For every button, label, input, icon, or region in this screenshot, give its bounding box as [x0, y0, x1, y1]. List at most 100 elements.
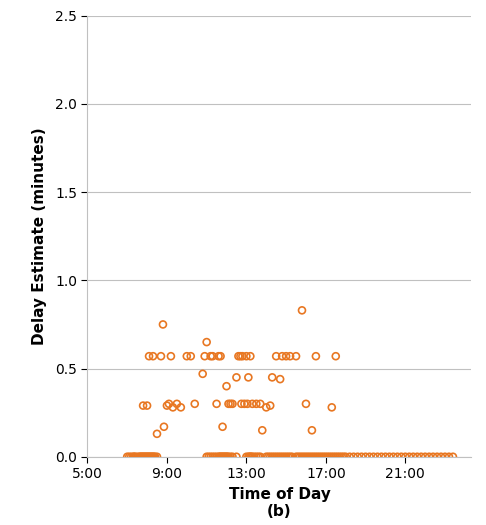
Point: [217, 453, 225, 461]
Point: [292, 453, 300, 461]
Point: [228, 453, 236, 461]
Point: [332, 453, 340, 461]
Point: [280, 453, 288, 461]
Point: [213, 400, 221, 408]
Point: [173, 400, 181, 408]
Point: [318, 453, 326, 461]
Point: [225, 400, 232, 408]
Point: [137, 453, 145, 461]
Point: [218, 453, 226, 461]
Point: [199, 370, 207, 378]
Point: [429, 453, 437, 461]
Point: [330, 453, 338, 461]
Point: [169, 403, 177, 412]
Point: [308, 453, 316, 461]
Point: [157, 352, 165, 360]
Point: [177, 403, 185, 412]
Point: [147, 453, 155, 461]
Point: [123, 453, 131, 461]
Point: [224, 453, 231, 461]
Point: [226, 400, 234, 408]
Point: [250, 453, 258, 461]
Point: [223, 382, 230, 391]
Point: [374, 453, 382, 461]
Point: [310, 453, 318, 461]
Point: [217, 352, 225, 360]
Point: [268, 373, 276, 382]
Point: [282, 352, 290, 360]
Point: [278, 453, 286, 461]
Point: [226, 453, 234, 461]
Point: [148, 453, 156, 461]
Point: [183, 352, 191, 360]
Point: [215, 453, 223, 461]
Point: [219, 453, 226, 461]
Point: [237, 352, 244, 360]
Point: [252, 400, 260, 408]
Point: [320, 453, 328, 461]
Point: [143, 402, 151, 410]
Point: [398, 453, 405, 461]
Point: [233, 453, 241, 461]
Point: [133, 453, 141, 461]
Point: [306, 453, 314, 461]
Point: [203, 453, 210, 461]
Point: [254, 453, 262, 461]
Point: [208, 453, 216, 461]
Point: [228, 400, 236, 408]
Point: [252, 453, 260, 461]
Point: [205, 453, 212, 461]
Point: [131, 453, 139, 461]
Point: [243, 352, 250, 360]
Point: [151, 453, 159, 461]
Point: [141, 453, 149, 461]
Point: [143, 453, 151, 461]
Point: [294, 453, 302, 461]
Point: [302, 400, 310, 408]
Point: [233, 373, 241, 382]
Point: [316, 453, 324, 461]
Y-axis label: Delay Estimate (minutes): Delay Estimate (minutes): [32, 128, 47, 345]
Point: [259, 426, 266, 435]
Point: [246, 453, 254, 461]
Point: [153, 429, 161, 438]
Point: [421, 453, 429, 461]
Point: [248, 400, 256, 408]
Point: [417, 453, 425, 461]
Point: [239, 352, 246, 360]
Point: [433, 453, 441, 461]
Point: [146, 453, 154, 461]
Point: [191, 400, 199, 408]
Point: [149, 453, 157, 461]
Point: [125, 453, 133, 461]
Point: [312, 352, 320, 360]
Point: [334, 453, 342, 461]
Point: [276, 453, 284, 461]
Point: [225, 453, 232, 461]
Point: [144, 453, 152, 461]
Point: [326, 453, 334, 461]
Point: [238, 400, 245, 408]
Point: [296, 453, 304, 461]
Point: [340, 453, 347, 461]
Point: [262, 403, 270, 412]
Point: [286, 453, 294, 461]
Point: [449, 453, 457, 461]
Point: [354, 453, 362, 461]
Point: [139, 402, 147, 410]
Point: [142, 453, 150, 461]
Point: [136, 453, 144, 461]
Point: [288, 453, 296, 461]
Point: [246, 352, 254, 360]
Point: [266, 402, 274, 410]
Point: [409, 453, 417, 461]
Point: [437, 453, 445, 461]
Point: [278, 352, 286, 360]
Point: [220, 453, 227, 461]
Point: [425, 453, 433, 461]
Point: [163, 402, 171, 410]
Point: [272, 453, 280, 461]
Point: [365, 453, 373, 461]
Point: [350, 453, 358, 461]
Point: [248, 453, 256, 461]
